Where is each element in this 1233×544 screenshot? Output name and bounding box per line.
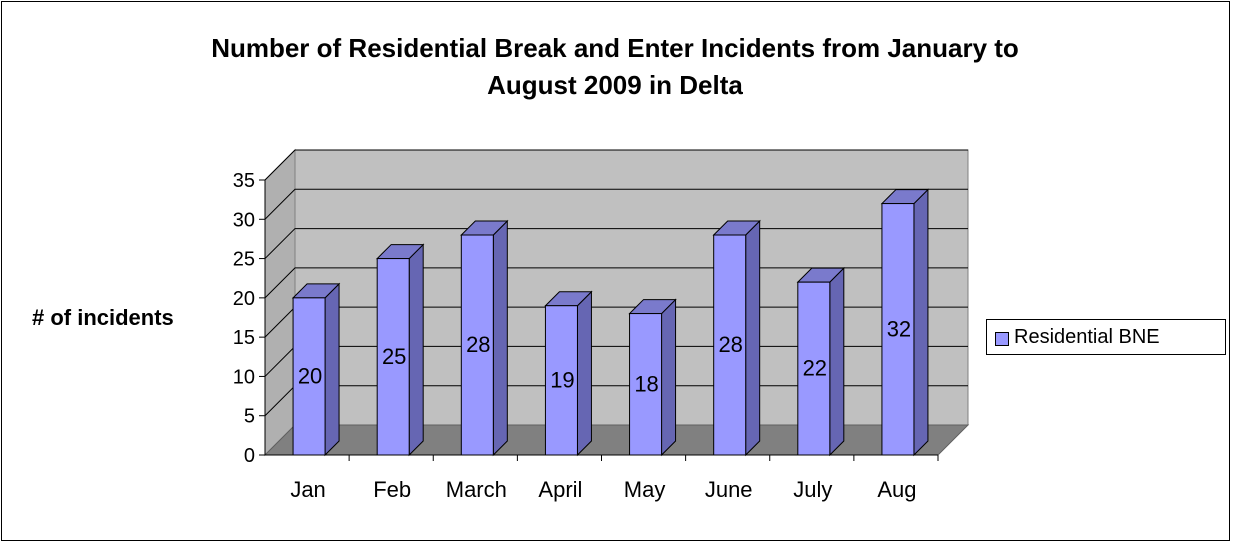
data-label: 25 [382, 344, 406, 369]
data-label: 19 [550, 367, 574, 392]
chart-title-line-1: Number of Residential Break and Enter In… [211, 33, 1019, 63]
bar-side [408, 243, 424, 457]
bar-side [829, 266, 845, 457]
y-axis-title: # of incidents [32, 305, 174, 330]
y-tick-label: 0 [244, 445, 255, 467]
data-label: 20 [298, 363, 322, 388]
gridline [264, 188, 968, 220]
y-tick-label: 30 [233, 209, 255, 231]
bar [544, 305, 578, 456]
gridline [264, 149, 968, 181]
bar [460, 234, 494, 456]
bar-side [492, 219, 508, 457]
legend: Residential BNE [986, 319, 1226, 355]
chart-title: Number of Residential Break and Enter In… [100, 30, 1130, 104]
x-tick-label: Aug [877, 477, 916, 502]
data-label: 18 [634, 371, 658, 396]
x-tick-label: June [705, 477, 753, 502]
y-tick-label: 10 [233, 366, 255, 388]
bar-side [661, 298, 677, 457]
chart-title-line-2: August 2009 in Delta [487, 70, 743, 100]
y-tick-label: 25 [233, 249, 255, 271]
bar [629, 313, 663, 456]
bar [292, 297, 326, 456]
x-tick-label: Jan [290, 477, 325, 502]
bar [713, 234, 747, 456]
y-tick-label: 20 [233, 288, 255, 310]
data-label: 28 [718, 332, 742, 357]
x-tick-label: March [446, 477, 507, 502]
bar [881, 203, 915, 456]
bar [797, 281, 831, 456]
bar-side [576, 290, 592, 457]
data-label: 22 [803, 356, 827, 381]
bar [376, 258, 410, 456]
bar-side [324, 282, 340, 457]
floor [263, 424, 970, 456]
x-tick-label: Feb [373, 477, 411, 502]
legend-label: Residential BNE [1014, 326, 1160, 348]
data-label: 28 [466, 332, 490, 357]
bar-side [745, 219, 761, 457]
side-wall [264, 148, 296, 457]
x-tick-label: April [538, 477, 582, 502]
legend-swatch [995, 332, 1009, 346]
data-label: 32 [887, 316, 911, 341]
y-tick-label: 15 [233, 327, 255, 349]
y-tick-label: 5 [244, 406, 255, 428]
x-tick-label: May [624, 477, 666, 502]
y-tick-label: 35 [233, 170, 255, 192]
bar-side [913, 188, 929, 457]
x-tick-label: July [793, 477, 832, 502]
